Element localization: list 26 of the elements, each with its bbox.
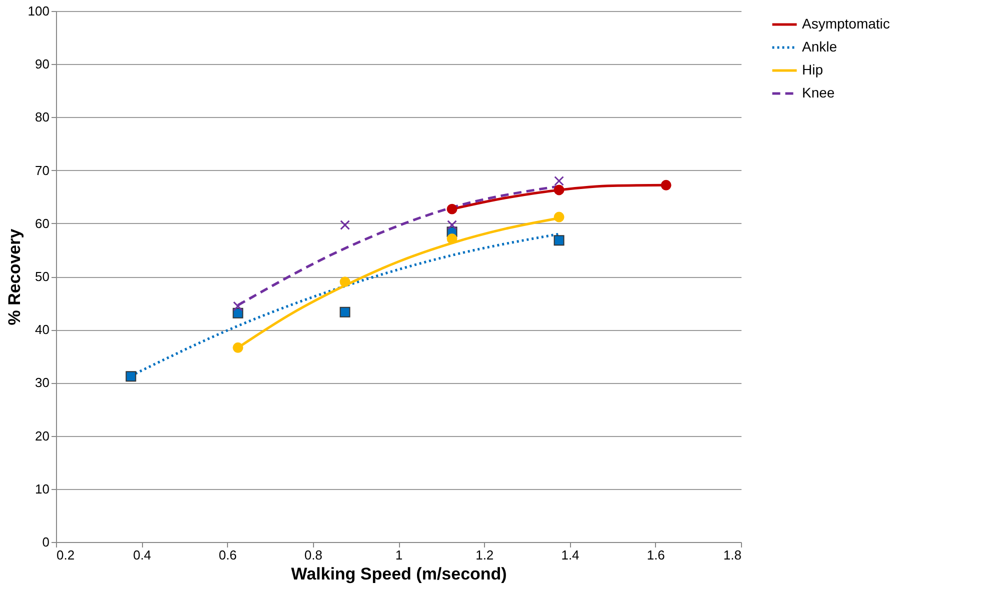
y-tick-label: 60	[35, 216, 50, 231]
x-tick-label: 0.2	[56, 548, 75, 562]
y-tick-label: 40	[35, 322, 50, 338]
x-tick-label: 1.6	[646, 548, 665, 562]
y-tick-label: 80	[35, 110, 50, 125]
y-tick-label: 0	[42, 534, 50, 550]
legend-label: Knee	[802, 84, 835, 100]
legend-label: Hip	[802, 62, 824, 78]
x-tick-label: 1.8	[723, 548, 742, 562]
y-tick-label: 90	[35, 56, 50, 72]
y-tick-label: 100	[28, 4, 50, 18]
x-tick-label: 1	[395, 548, 403, 562]
x-tick-label: 0.4	[133, 548, 152, 562]
legend-label: Ankle	[802, 38, 838, 54]
y-tick-label: 10	[35, 481, 50, 496]
y-tick-label: 70	[35, 162, 50, 178]
x-tick-label: 0.8	[304, 548, 322, 562]
x-axis-title: Walking Speed (m/second)	[291, 564, 507, 584]
x-tick-label: 0.6	[218, 548, 237, 562]
y-tick-label: 50	[35, 269, 50, 284]
legend-label: Asymptomatic	[802, 16, 890, 32]
y-axis-title: % Recovery	[4, 228, 24, 326]
y-tick-label: 30	[35, 375, 50, 390]
x-tick-label: 1.2	[476, 548, 494, 562]
x-tick-label: 1.4	[561, 548, 580, 562]
y-tick-label: 20	[35, 428, 50, 444]
